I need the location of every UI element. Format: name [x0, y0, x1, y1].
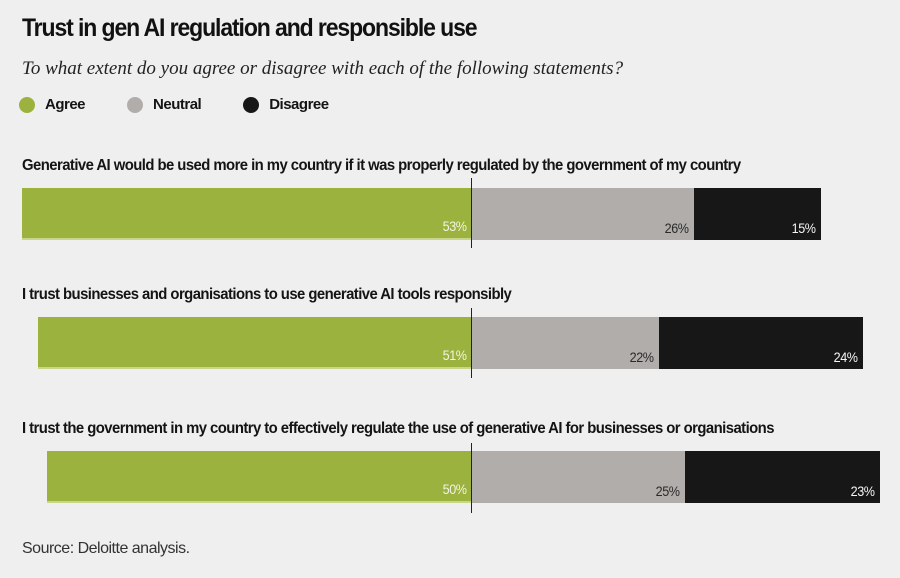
bar-segment-neutral: 26% [472, 188, 694, 240]
source-note: Source: Deloitte analysis. [22, 540, 190, 557]
bar-segment-agree: 50% [47, 451, 472, 503]
stacked-bar: 53% 26% 15% [22, 188, 821, 240]
legend: Agree Neutral Disagree [19, 96, 371, 113]
bar-segment-neutral: 25% [472, 451, 685, 503]
value-label: 25% [656, 483, 680, 499]
value-label: 23% [851, 483, 875, 499]
value-label: 51% [443, 347, 467, 363]
legend-label: Agree [45, 96, 86, 113]
legend-label: Neutral [153, 96, 202, 113]
bar-segment-disagree: 24% [659, 317, 863, 369]
stacked-bar: 50% 25% 23% [47, 451, 880, 503]
bar-segment-disagree: 23% [685, 451, 880, 503]
question-label: I trust the government in my country to … [22, 420, 774, 437]
value-label: 15% [792, 220, 816, 236]
bar-segment-neutral: 22% [472, 317, 659, 369]
bar-segment-disagree: 15% [694, 188, 821, 240]
question-label: I trust businesses and organisations to … [22, 286, 512, 303]
legend-item-agree: Agree [19, 96, 86, 113]
question-label: Generative AI would be used more in my c… [22, 157, 741, 174]
disagree-dot-icon [243, 96, 260, 113]
value-label: 24% [834, 349, 858, 365]
chart-subtitle: To what extent do you agree or disagree … [22, 58, 624, 79]
bar-segment-agree: 51% [38, 317, 472, 369]
chart-title: Trust in gen AI regulation and responsib… [22, 14, 478, 42]
midline-divider [471, 308, 472, 378]
legend-label: Disagree [269, 96, 329, 113]
midline-divider [471, 178, 472, 248]
value-label: 22% [630, 349, 654, 365]
legend-item-neutral: Neutral [127, 96, 202, 113]
agree-dot-icon [19, 96, 35, 113]
value-label: 50% [443, 481, 467, 497]
stacked-bar: 51% 22% 24% [38, 317, 863, 369]
midline-divider [471, 443, 472, 513]
legend-item-disagree: Disagree [243, 96, 329, 113]
neutral-dot-icon [127, 96, 144, 113]
bar-segment-agree: 53% [22, 188, 472, 240]
value-label: 53% [443, 218, 467, 234]
value-label: 26% [665, 220, 689, 236]
